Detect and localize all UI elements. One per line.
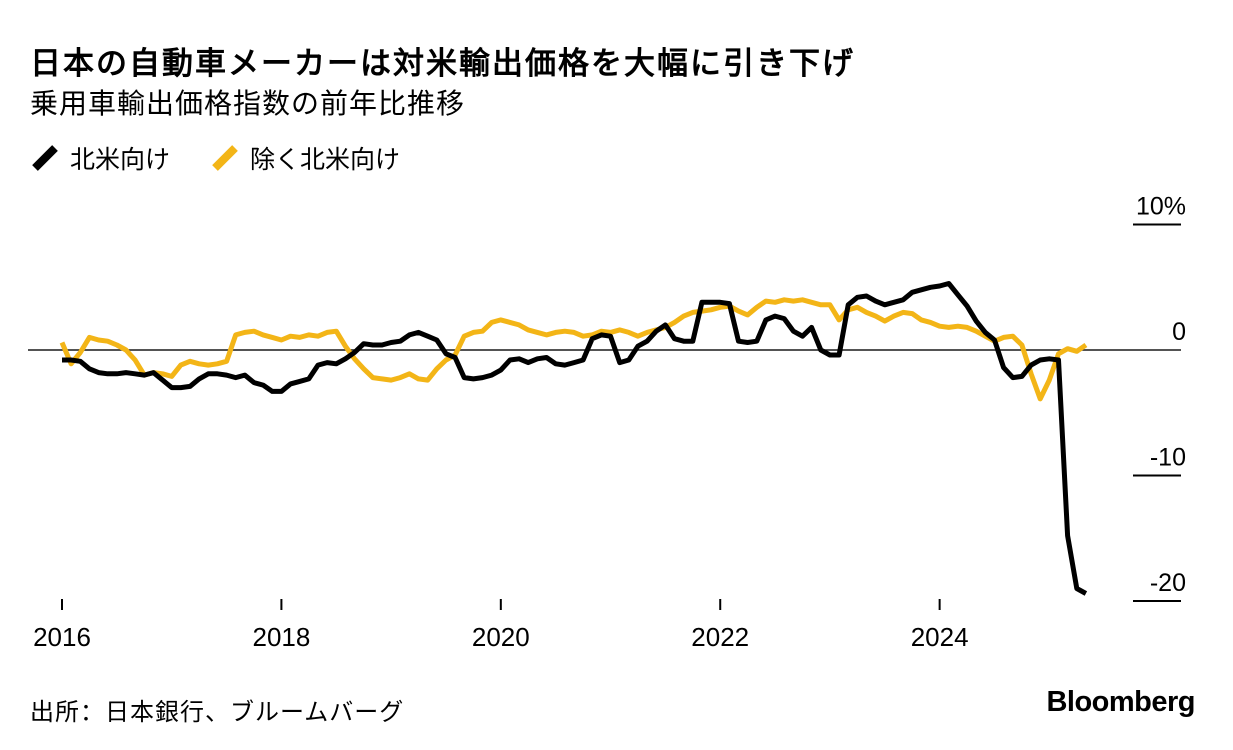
yellow-line-swatch-icon <box>212 145 238 171</box>
legend-item-ex-north-america: 除く北米向け <box>210 140 400 176</box>
x-axis-label: 2024 <box>911 622 969 652</box>
chart-title: 日本の自動車メーカーは対米輸出価格を大幅に引き下げ <box>30 46 855 81</box>
legend-label: 除く北米向け <box>250 146 401 174</box>
source-note: 出所：日本銀行、ブルームバーグ <box>30 699 405 726</box>
y-axis-label: -10 <box>1150 444 1186 472</box>
black-line-swatch-icon <box>32 145 58 171</box>
legend: 北米向け 除く北米向け <box>30 140 400 176</box>
series-line-北米向け <box>62 281 1088 596</box>
x-axis-label: 2020 <box>472 622 530 652</box>
chart-subtitle: 乗用車輸出価格指数の前年比推移 <box>30 88 466 119</box>
bloomberg-logo: Bloomberg <box>1046 686 1195 718</box>
legend-label: 北米向け <box>70 146 171 174</box>
y-axis-label: 10% <box>1136 193 1186 221</box>
series-line-除く北米向け <box>59 297 1088 402</box>
legend-item-north-america: 北米向け <box>30 140 170 176</box>
y-axis-label: -20 <box>1150 569 1186 597</box>
y-axis-label: 0 <box>1172 318 1186 346</box>
x-axis-label: 2018 <box>252 622 310 652</box>
x-axis-label: 2016 <box>33 622 91 652</box>
x-axis-label: 2022 <box>691 622 749 652</box>
